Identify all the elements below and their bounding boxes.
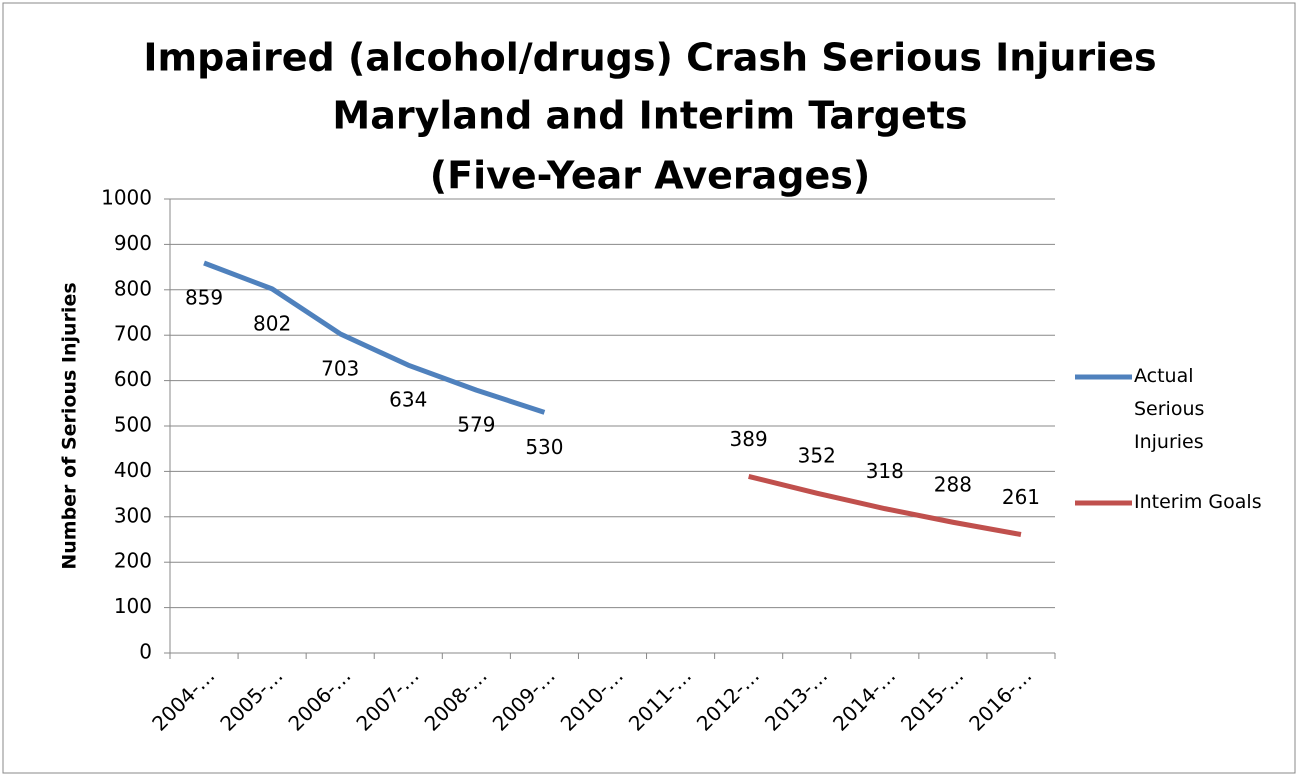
y-tick-label: 100 — [114, 594, 152, 618]
y-axis-label: Number of Serious Injuries — [59, 282, 81, 569]
legend-label: Interim Goals — [1134, 491, 1262, 513]
y-tick-label: 500 — [114, 413, 152, 437]
data-label: 859 — [185, 286, 223, 310]
data-label: 802 — [253, 311, 291, 335]
legend-item: Interim Goals — [1134, 491, 1262, 513]
chart-title: (Five-Year Averages) — [430, 154, 870, 198]
series-line — [203, 260, 546, 415]
y-tick-label: 400 — [114, 458, 152, 482]
data-label: 261 — [1002, 485, 1040, 509]
series-line — [748, 473, 1022, 537]
y-tick-label: 200 — [114, 549, 152, 573]
data-label: 703 — [321, 356, 359, 380]
data-label: 530 — [525, 435, 563, 459]
y-tick-label: 900 — [114, 231, 152, 255]
data-label: 579 — [457, 413, 495, 437]
data-label: 288 — [934, 473, 972, 497]
chart-title: Maryland and Interim Targets — [332, 94, 967, 138]
legend-label: Actual Serious Injuries — [1134, 365, 1205, 453]
data-label: 634 — [389, 388, 427, 412]
data-label: 389 — [730, 427, 768, 451]
y-tick-label: 800 — [114, 276, 152, 300]
y-tick-label: 700 — [114, 322, 152, 346]
y-tick-label: 300 — [114, 503, 152, 527]
data-label: 318 — [866, 459, 904, 483]
y-tick-label: 600 — [114, 367, 152, 391]
chart-title: Impaired (alcohol/drugs) Crash Serious I… — [143, 36, 1156, 80]
legend-item: Actual Serious Injuries — [1134, 365, 1205, 453]
y-tick-label: 0 — [139, 640, 152, 664]
data-label: 352 — [798, 444, 836, 468]
y-tick-label: 1000 — [101, 186, 152, 210]
